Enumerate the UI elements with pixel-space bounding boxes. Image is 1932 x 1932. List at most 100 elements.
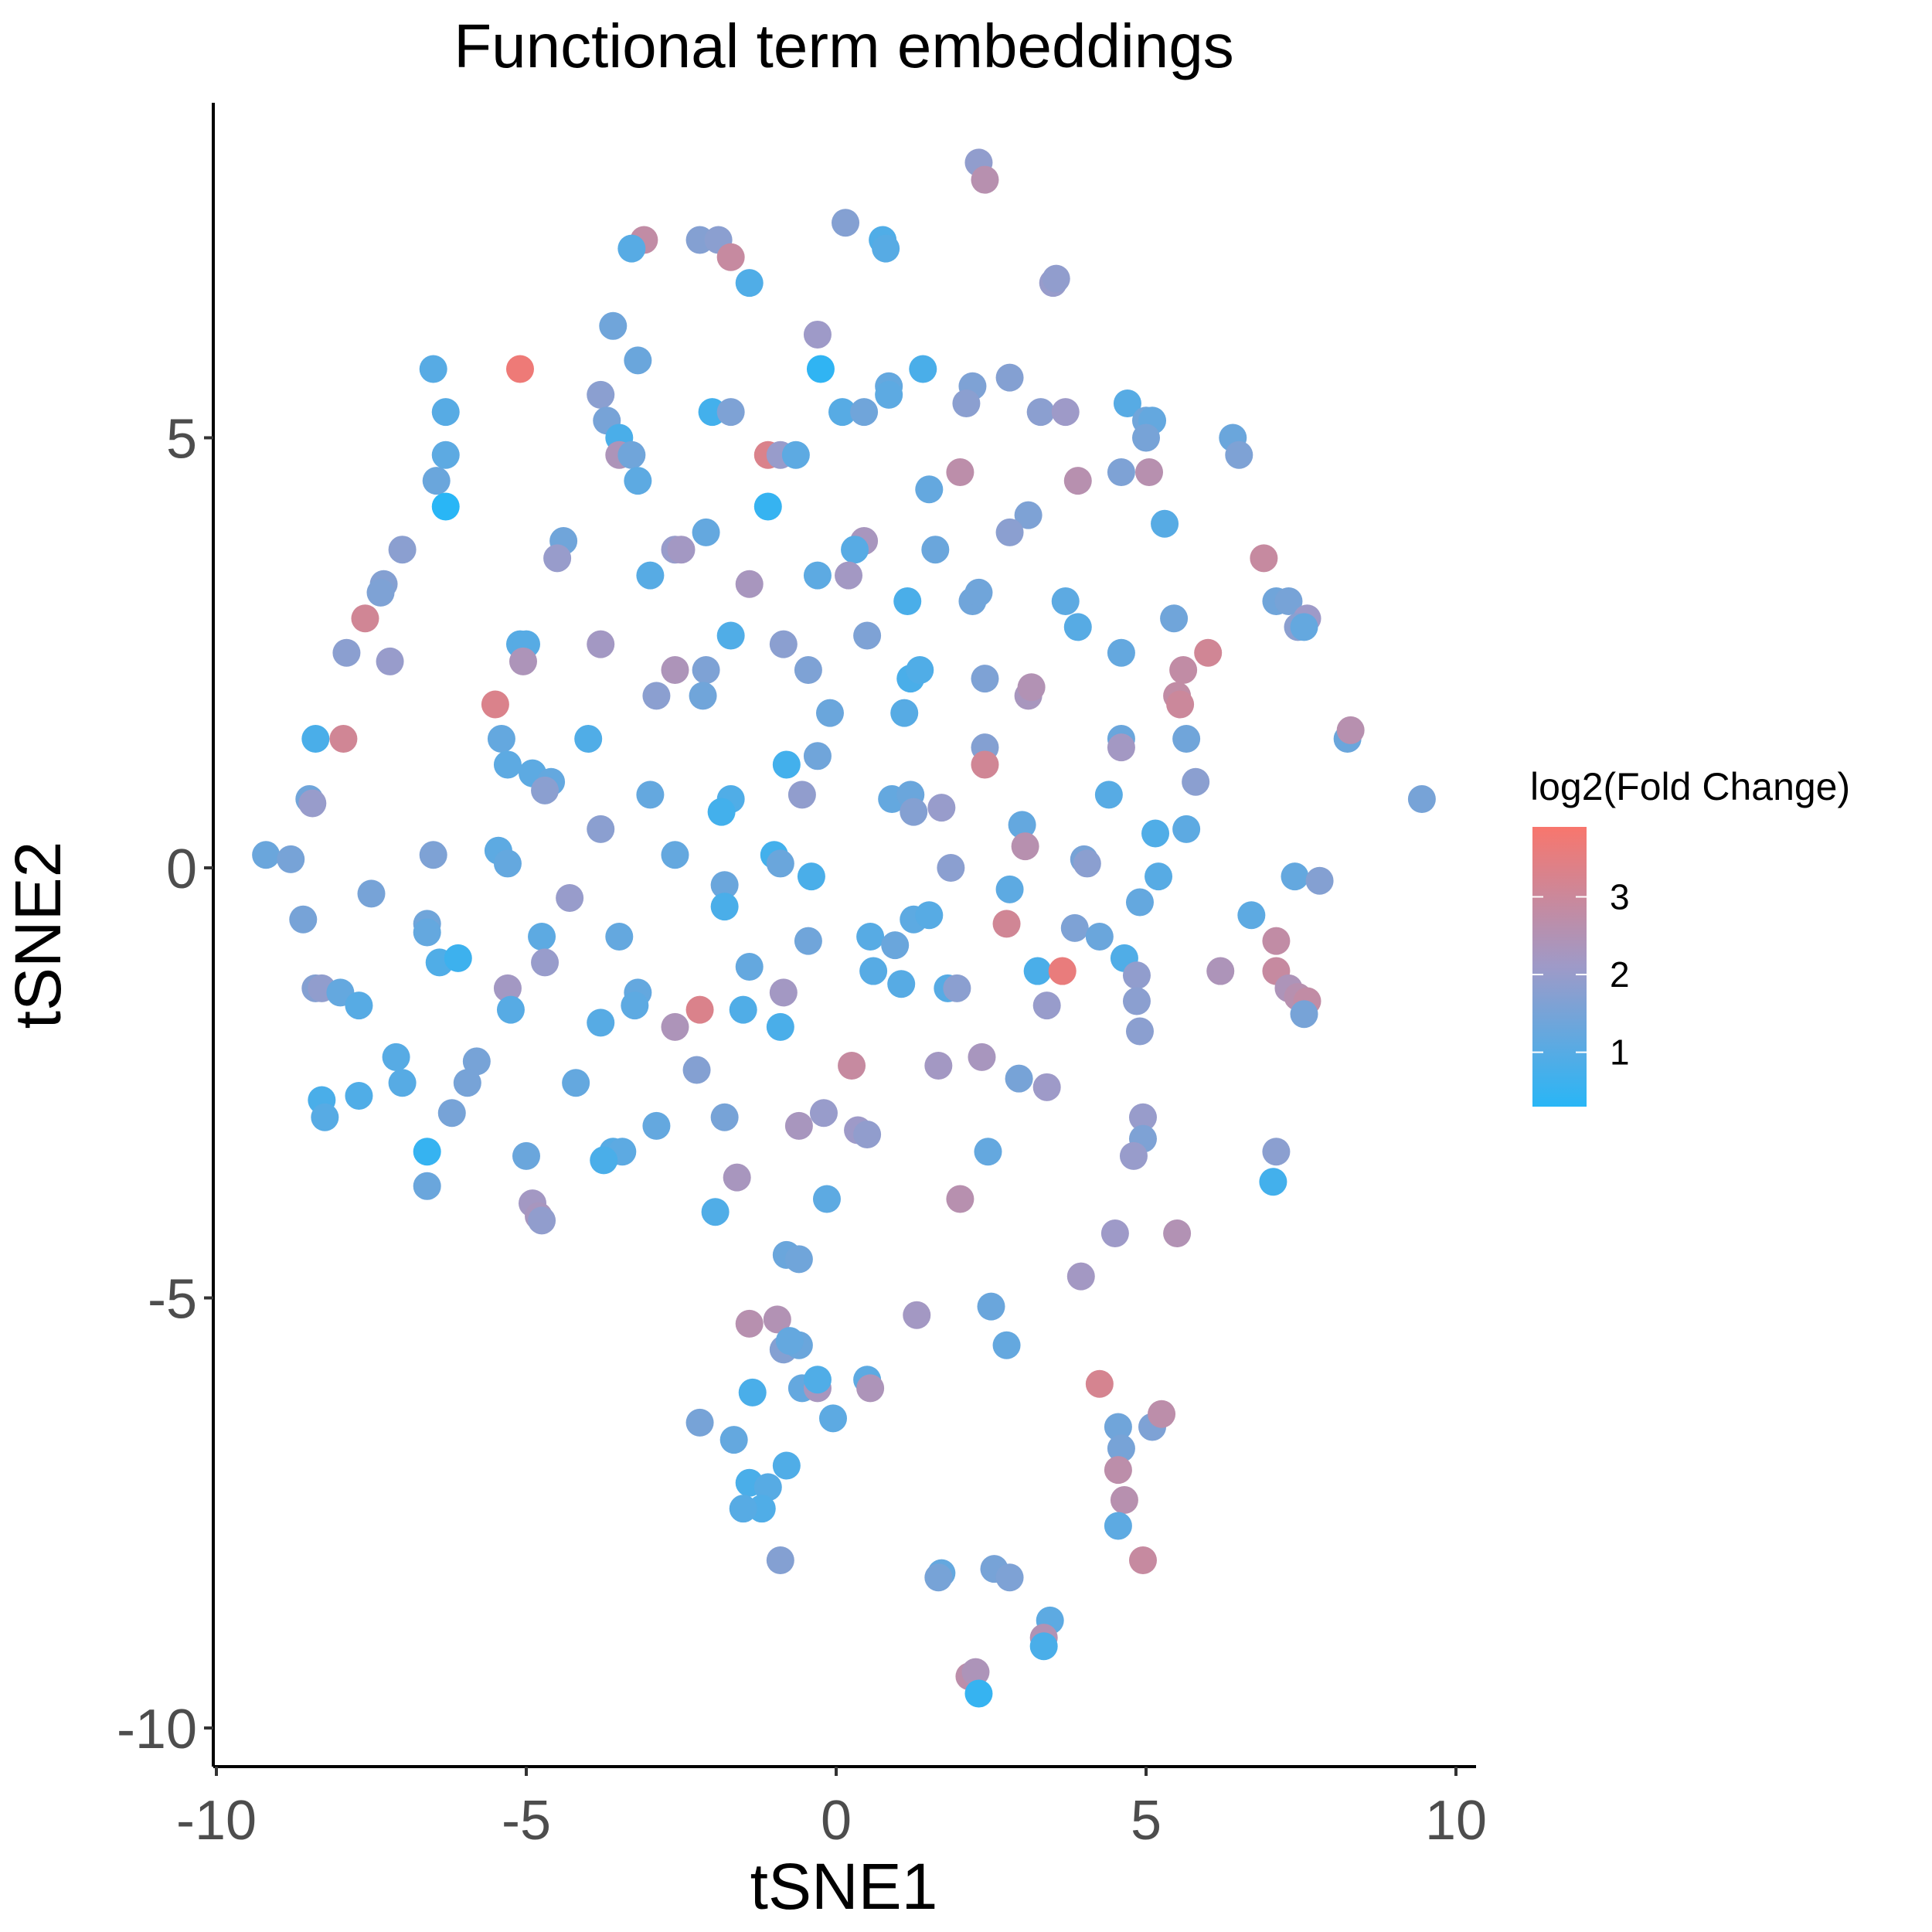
legend-ticks: 1 2 3 [1532, 877, 1630, 1073]
x-axis-title: tSNE1 [750, 1850, 938, 1923]
data-point [289, 905, 318, 934]
data-point [1151, 509, 1179, 538]
data-point [587, 630, 615, 658]
legend-tick-label: 3 [1610, 877, 1630, 917]
data-point [357, 879, 386, 908]
data-point [667, 536, 696, 564]
data-point [413, 1172, 441, 1200]
data-point [1094, 781, 1123, 809]
data-point [345, 992, 373, 1020]
data-point [1085, 1369, 1114, 1398]
data-point [351, 604, 379, 633]
data-point [850, 398, 879, 427]
data-point [766, 1546, 794, 1574]
data-point [710, 1103, 739, 1131]
data-point [692, 656, 720, 685]
data-point [723, 1163, 751, 1192]
data-point [835, 561, 863, 590]
data-point [775, 1327, 804, 1355]
data-point [431, 440, 460, 469]
data-point [853, 621, 882, 650]
data-point [252, 841, 281, 869]
x-tick-label: -5 [502, 1790, 551, 1852]
data-point [366, 578, 395, 607]
data-point [856, 923, 885, 951]
data-point [587, 815, 615, 843]
data-point [661, 1012, 689, 1041]
data-point [735, 1309, 764, 1338]
data-point [1237, 901, 1266, 930]
data-point [881, 931, 910, 960]
data-point [1014, 501, 1043, 529]
data-point [794, 927, 822, 955]
data-point [617, 440, 646, 469]
data-point [875, 380, 903, 409]
data-point [838, 1051, 866, 1080]
x-tick-label: -10 [176, 1790, 257, 1852]
data-point [909, 355, 937, 383]
data-point [642, 682, 671, 710]
data-point [661, 656, 689, 685]
data-point [794, 656, 822, 685]
data-point [1135, 458, 1164, 487]
data-point [329, 725, 358, 753]
data-point [419, 841, 447, 869]
y-tick-label: 5 [166, 409, 197, 471]
data-point [1026, 398, 1055, 427]
data-point [1063, 467, 1092, 495]
data-point [729, 1495, 757, 1523]
data-point [462, 1047, 491, 1076]
data-point [685, 995, 714, 1024]
data-point [971, 750, 999, 779]
data-point [1032, 992, 1061, 1020]
data-point [937, 854, 965, 882]
data-point [1107, 733, 1135, 762]
data-point [766, 1012, 794, 1041]
data-point [1128, 1103, 1157, 1131]
data-point [1060, 913, 1089, 942]
data-point [974, 1138, 1002, 1166]
data-point [1066, 1262, 1095, 1291]
data-point [587, 1009, 615, 1037]
data-point [1005, 1064, 1033, 1093]
data-point [1172, 725, 1201, 753]
data-point [716, 398, 745, 427]
data-point [1122, 987, 1151, 1015]
data-point [562, 1069, 590, 1097]
data-point [376, 647, 404, 675]
data-point [301, 725, 330, 753]
data-point [735, 269, 764, 298]
data-point [1290, 613, 1318, 641]
data-point [915, 901, 944, 930]
data-point [772, 1451, 801, 1480]
data-point [1132, 423, 1160, 452]
legend-colorbar [1532, 827, 1587, 1107]
y-axis-title: tSNE2 [2, 842, 74, 1029]
data-point [784, 1111, 813, 1140]
data-point [1262, 927, 1291, 955]
data-point [952, 389, 981, 417]
data-point [915, 475, 944, 504]
data-point [419, 355, 447, 383]
data-point [900, 798, 928, 826]
data-point [298, 789, 327, 818]
data-point [556, 883, 584, 912]
data-point [1125, 1017, 1154, 1046]
data-point [832, 209, 860, 237]
data-point [531, 948, 560, 977]
data-point [1128, 1546, 1157, 1574]
data-point [769, 630, 798, 658]
data-point [1206, 957, 1235, 985]
data-point [784, 1245, 813, 1274]
data-point [512, 1141, 540, 1170]
data-point [431, 492, 460, 521]
data-point [924, 1563, 953, 1592]
data-point [1250, 544, 1278, 573]
data-point [413, 918, 441, 947]
data-point [787, 781, 816, 809]
data-point [574, 725, 603, 753]
data-point [890, 699, 919, 727]
data-point [812, 1185, 841, 1213]
data-point [1107, 1434, 1135, 1463]
data-point [431, 398, 460, 427]
